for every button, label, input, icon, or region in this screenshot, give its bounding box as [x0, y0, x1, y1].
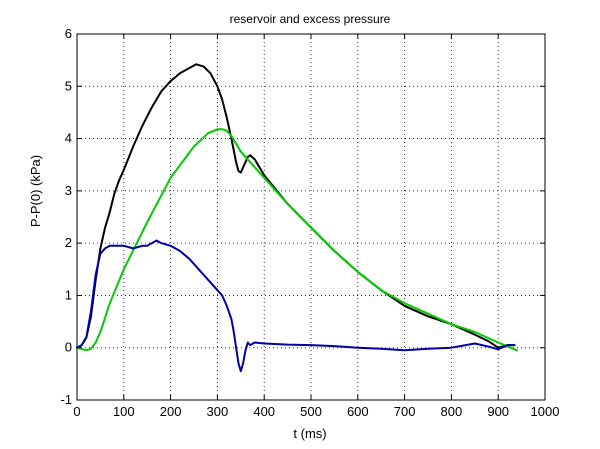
x-tick-label: 700 [394, 404, 416, 419]
y-tick-label: 0 [65, 340, 72, 355]
x-tick-label: 200 [160, 404, 182, 419]
tick-labels: 0 100 200 300 400 500 600 700 800 900 1000-1012345… [60, 26, 559, 419]
x-tick-label: 1000 [531, 404, 560, 419]
y-axis-label: P-P(0) (kPa) [28, 155, 43, 227]
x-axis-label: t (ms) [293, 426, 326, 441]
series-layer [76, 63, 518, 373]
y-tick-label: 1 [65, 287, 72, 302]
x-tick-label: 900 [487, 404, 509, 419]
y-tick-label: 5 [65, 78, 72, 93]
y-tick-label: -1 [60, 392, 72, 407]
x-tick-label: 400 [253, 404, 275, 419]
y-tick-label: 4 [65, 131, 72, 146]
x-tick-label: 100 [113, 404, 135, 419]
x-tick-label: 0 [73, 404, 80, 419]
green-series-line [76, 128, 518, 352]
x-tick-label: 800 [441, 404, 463, 419]
grid [77, 34, 545, 400]
ticks [76, 33, 546, 401]
y-tick-label: 3 [65, 183, 72, 198]
blue-series-line [76, 239, 516, 373]
x-tick-label: 600 [347, 404, 369, 419]
y-tick-label: 2 [65, 235, 72, 250]
x-tick-label: 500 [300, 404, 322, 419]
x-tick-label: 300 [207, 404, 229, 419]
y-tick-label: 6 [65, 26, 72, 41]
chart-title: reservoir and excess pressure [230, 12, 391, 26]
